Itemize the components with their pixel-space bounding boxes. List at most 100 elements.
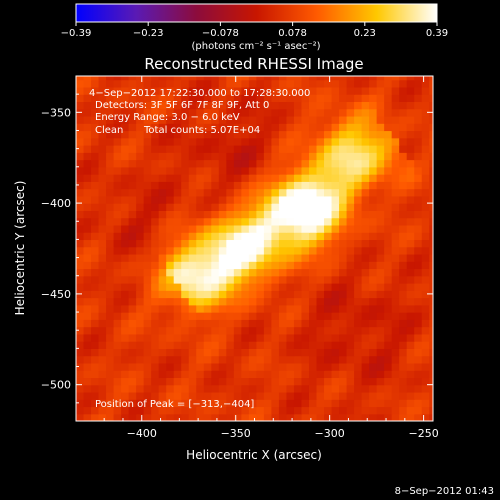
heatmap-cell: [361, 101, 370, 110]
heatmap-cell: [278, 101, 288, 110]
heatmap-cell: [293, 283, 303, 291]
heatmap-cell: [286, 319, 295, 328]
heatmap-cell: [406, 399, 415, 408]
heatmap-cell: [361, 341, 370, 349]
heatmap-cell: [263, 261, 273, 270]
heatmap-cell: [203, 86, 212, 95]
heatmap-cell: [158, 290, 167, 299]
heatmap-cell: [369, 145, 378, 153]
heatmap-cell: [406, 355, 415, 364]
heatmap-cell: [226, 399, 235, 408]
heatmap-cell: [91, 362, 100, 371]
heatmap-cell: [151, 312, 160, 320]
heatmap-cell: [286, 333, 295, 342]
heatmap-cell: [361, 181, 370, 190]
heatmap-cell: [121, 413, 130, 421]
heatmap-cell: [316, 290, 325, 299]
heatmap-cell: [121, 355, 130, 364]
heatmap-cell: [151, 246, 160, 255]
heatmap-cell: [98, 203, 107, 211]
heatmap-cell: [331, 246, 340, 255]
heatmap-cell: [324, 217, 333, 226]
heatmap-cell: [241, 123, 250, 132]
heatmap-cell: [278, 370, 288, 379]
heatmap-cell: [369, 341, 378, 349]
heatmap-cell: [414, 210, 423, 219]
heatmap-cell: [278, 174, 288, 182]
heatmap-cell: [286, 239, 295, 248]
heatmap-cell: [151, 283, 160, 291]
heatmap-cell: [271, 94, 280, 103]
heatmap-cell: [421, 341, 430, 349]
heatmap-cell: [361, 304, 370, 313]
heatmap-cell: [384, 290, 393, 299]
heatmap-cell: [293, 232, 303, 241]
heatmap-cell: [256, 76, 265, 81]
heatmap-cell: [361, 355, 370, 364]
heatmap-cell: [233, 326, 242, 335]
heatmap-cell: [316, 159, 325, 168]
heatmap-cell: [166, 188, 175, 197]
heatmap-cell: [271, 79, 280, 88]
heatmap-cell: [301, 384, 310, 393]
heatmap-cell: [391, 326, 400, 335]
heatmap-cell: [241, 210, 250, 219]
heatmap-cell: [308, 152, 318, 161]
heatmap-cell: [91, 210, 100, 219]
heatmap-cell: [271, 217, 280, 226]
heatmap-cell: [196, 384, 205, 393]
heatmap-cell: [406, 391, 415, 400]
heatmap-cell: [316, 370, 325, 379]
heatmap-cell: [421, 261, 430, 270]
heatmap-cell: [421, 399, 430, 408]
heatmap-cell: [316, 283, 325, 291]
heatmap-cell: [278, 348, 288, 357]
heatmap-cell: [429, 203, 433, 211]
heatmap-cell: [369, 166, 378, 175]
heatmap-cell: [128, 101, 137, 110]
heatmap-cell: [429, 86, 433, 95]
heatmap-cell: [76, 333, 85, 342]
heatmap-cell: [331, 232, 340, 241]
heatmap-cell: [406, 130, 415, 139]
heatmap-cell: [278, 152, 288, 161]
heatmap-cell: [121, 283, 130, 291]
heatmap-cell: [173, 290, 182, 299]
heatmap-cell: [233, 399, 242, 408]
heatmap-cell: [406, 246, 415, 255]
heatmap-cell: [286, 326, 295, 335]
heatmap-cell: [331, 224, 340, 233]
heatmap-cell: [369, 159, 378, 168]
heatmap-cell: [286, 362, 295, 371]
heatmap-cell: [384, 203, 393, 211]
heatmap-cell: [286, 261, 295, 270]
heatmap-cell: [211, 224, 220, 233]
heatmap-cell: [414, 166, 423, 175]
heatmap-cell: [346, 268, 355, 277]
heatmap-cell: [248, 362, 257, 371]
heatmap-cell: [361, 76, 370, 81]
heatmap-cell: [369, 152, 378, 161]
heatmap-cell: [324, 101, 333, 110]
heatmap-cell: [293, 137, 303, 146]
heatmap-cell: [136, 377, 145, 386]
heatmap-cell: [151, 391, 160, 400]
heatmap-cell: [106, 145, 115, 153]
heatmap-cell: [391, 319, 400, 328]
heatmap-cell: [376, 290, 385, 299]
heatmap-cell: [271, 86, 280, 95]
heatmap-cell: [211, 355, 220, 364]
heatmap-cell: [181, 203, 190, 211]
heatmap-cell: [391, 79, 400, 88]
heatmap-cell: [91, 232, 100, 241]
heatmap-cell: [158, 94, 167, 103]
heatmap-cell: [121, 115, 130, 124]
heatmap-cell: [256, 130, 265, 139]
heatmap-cell: [121, 130, 130, 139]
heatmap-cell: [98, 384, 107, 393]
heatmap-cell: [354, 377, 363, 386]
heatmap-cell: [354, 159, 363, 168]
heatmap-cell: [218, 145, 227, 153]
heatmap-cell: [211, 94, 220, 103]
heatmap-cell: [286, 123, 295, 132]
